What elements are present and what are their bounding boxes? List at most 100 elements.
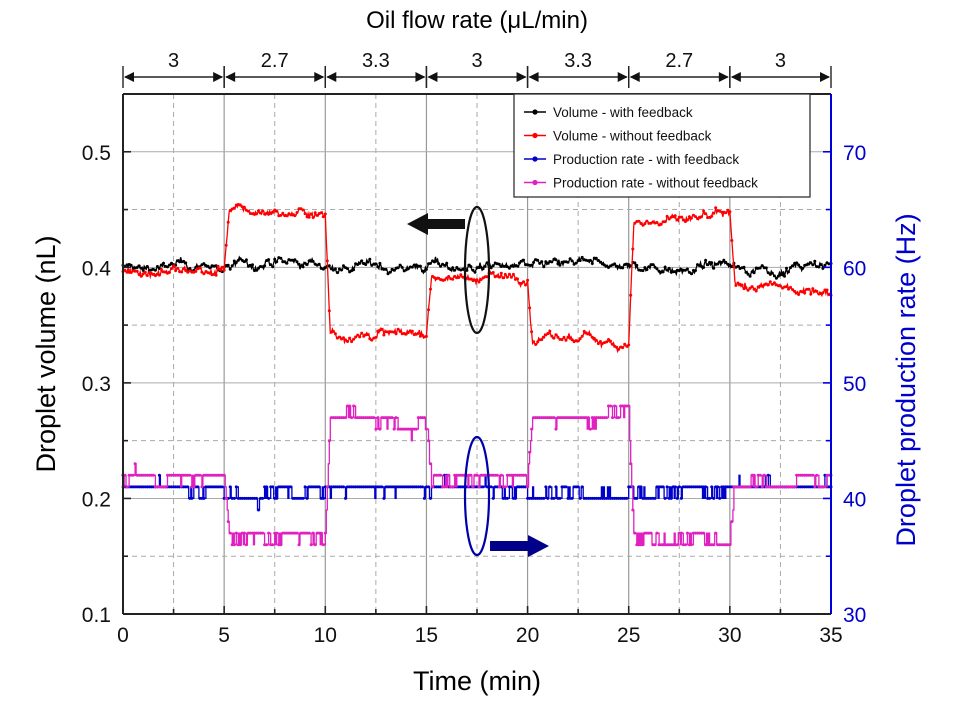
arrowhead-left-icon [629, 72, 640, 82]
data-point [588, 427, 592, 431]
data-point [422, 269, 426, 273]
data-point [694, 269, 697, 272]
data-point [679, 496, 683, 500]
data-point [778, 485, 782, 489]
data-point [643, 266, 647, 270]
data-point [764, 266, 768, 270]
x-tick-label: 20 [516, 624, 539, 647]
data-point [718, 543, 722, 547]
data-point [234, 261, 238, 264]
data-point [734, 283, 738, 287]
series-production-rate-without-feedback [121, 404, 833, 547]
data-point [222, 268, 226, 272]
data-point [580, 255, 584, 259]
data-point [255, 212, 258, 216]
data-point [596, 342, 600, 346]
data-point [267, 531, 271, 535]
data-point [431, 485, 434, 489]
data-point [823, 288, 827, 292]
data-point [129, 263, 133, 267]
data-point [469, 265, 473, 269]
data-point [303, 485, 307, 489]
data-point [370, 338, 374, 342]
data-point [133, 485, 137, 489]
data-point [590, 262, 594, 265]
data-point [704, 258, 708, 262]
data-point [151, 473, 155, 477]
data-point [406, 331, 410, 335]
data-point [265, 485, 269, 489]
data-point [327, 264, 331, 268]
data-point [184, 261, 188, 265]
legend-marker-icon [532, 132, 538, 139]
data-point [228, 531, 232, 535]
y2-axis-title: Droplet production rate (Hz) [891, 213, 921, 546]
data-point [317, 485, 321, 489]
data-point [384, 267, 388, 271]
data-point [188, 473, 192, 477]
data-point [309, 543, 313, 547]
data-point [477, 280, 481, 284]
data-point [629, 462, 633, 466]
data-point [621, 496, 625, 500]
data-point [813, 259, 817, 263]
data-point [621, 266, 625, 270]
data-point [762, 473, 766, 477]
data-point [323, 266, 327, 270]
data-point [135, 266, 139, 269]
data-point [275, 260, 279, 264]
data-point [728, 543, 732, 547]
data-point [491, 496, 495, 500]
data-point [145, 274, 149, 277]
data-point [774, 276, 778, 280]
data-point [309, 212, 313, 216]
data-point [793, 289, 797, 293]
data-point [689, 543, 693, 547]
data-point [526, 278, 530, 282]
data-point [520, 281, 523, 285]
data-point [335, 271, 339, 275]
data-point [271, 543, 275, 547]
data-point [754, 289, 758, 293]
data-point [611, 342, 614, 346]
data-point [396, 327, 400, 331]
data-point [283, 531, 287, 535]
data-point [170, 485, 173, 489]
data-point [293, 496, 297, 500]
data-point [546, 496, 550, 500]
y2-tick-label: 50 [843, 373, 866, 396]
data-point [809, 261, 813, 265]
data-point [691, 531, 695, 535]
data-point [141, 268, 145, 272]
data-point [797, 263, 801, 267]
x-tick-labels: 0 5 10 15 20 25 30 35 [117, 624, 843, 647]
data-point [528, 306, 532, 310]
data-point [815, 289, 819, 293]
data-point [497, 262, 501, 266]
data-point [257, 508, 260, 512]
data-point [301, 208, 305, 212]
data-point [319, 531, 323, 535]
legend-entry: Volume - with feedback [524, 105, 693, 120]
data-point [344, 416, 347, 420]
data-point [358, 261, 362, 265]
data-point [420, 485, 424, 489]
data-point [811, 287, 815, 291]
data-point [202, 496, 206, 500]
y-tick-label: 0.2 [82, 488, 111, 511]
data-point [675, 543, 679, 547]
data-point [651, 263, 655, 267]
data-point [689, 216, 693, 220]
data-point [730, 520, 734, 524]
data-point [469, 277, 473, 281]
data-point [489, 485, 493, 489]
data-point [261, 209, 265, 213]
data-point [196, 473, 200, 477]
data-point [408, 427, 412, 431]
arrowhead-right-icon [213, 72, 224, 82]
y2-tick-label: 40 [843, 488, 866, 511]
data-point [311, 216, 315, 219]
data-point [429, 462, 432, 466]
data-point [123, 473, 127, 477]
data-point [772, 281, 776, 285]
